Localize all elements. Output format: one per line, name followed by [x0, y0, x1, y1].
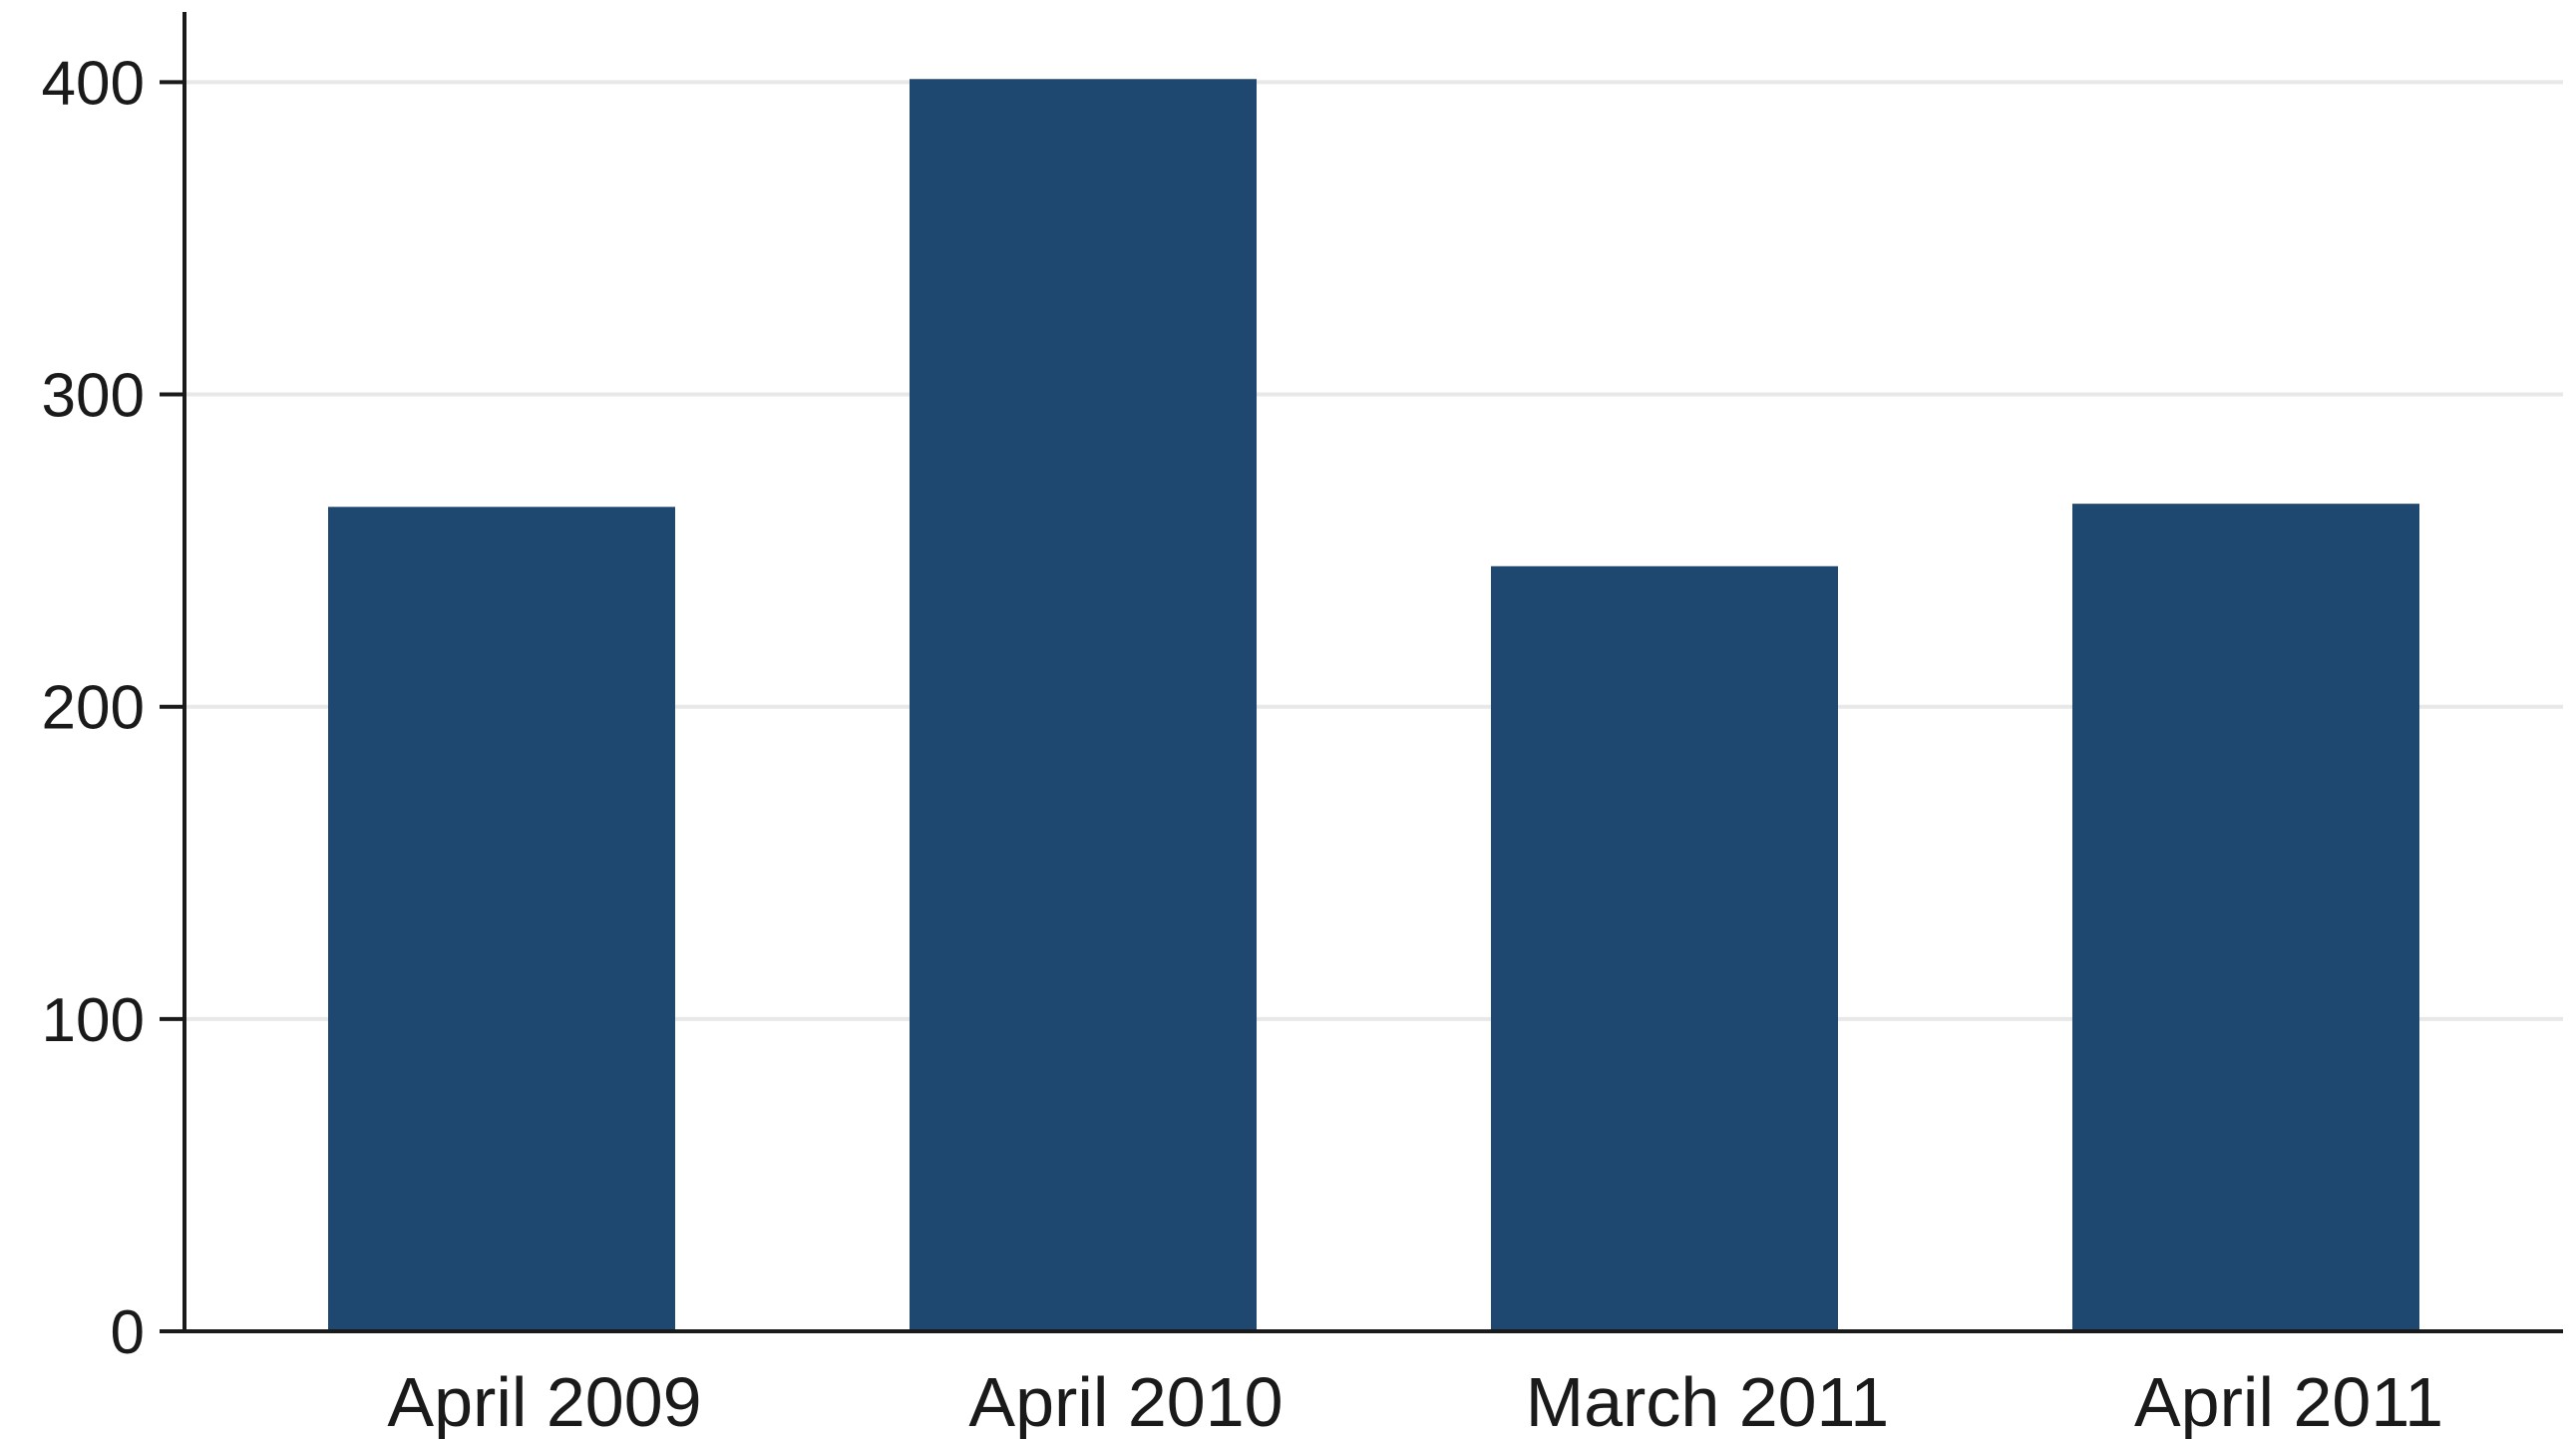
ytick-label-400: 400 — [42, 49, 145, 118]
axes — [160, 12, 2563, 1333]
ytick-label-100: 100 — [42, 986, 145, 1055]
bar-1 — [328, 507, 675, 1331]
ytick-label-0: 0 — [111, 1298, 145, 1367]
ytick-label-300: 300 — [42, 362, 145, 431]
bars — [328, 79, 2419, 1332]
xtick-label-1: April 2009 — [387, 1363, 701, 1439]
xtick-label-4: April 2011 — [2134, 1363, 2443, 1439]
xtick-label-2: April 2010 — [968, 1363, 1283, 1439]
bar-2 — [910, 79, 1257, 1331]
x-axis-category-labels: April 2009 April 2010 March 2011 April 2011 — [387, 1363, 2443, 1439]
ytick-label-200: 200 — [42, 674, 145, 743]
xtick-label-3: March 2011 — [1526, 1363, 1889, 1439]
y-axis-ticks: 0 100 200 300 400 — [42, 49, 184, 1367]
bar-3 — [1491, 565, 1838, 1331]
bar-4 — [2072, 504, 2419, 1332]
